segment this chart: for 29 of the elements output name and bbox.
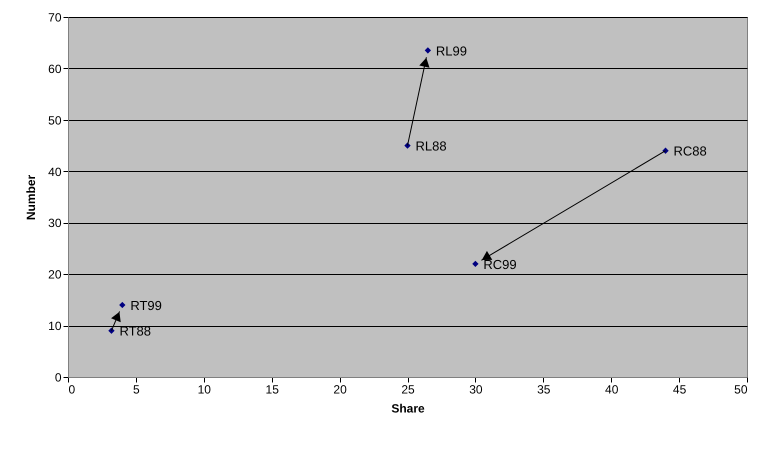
point — [424, 47, 432, 54]
y-tick-label: 60 — [48, 62, 62, 76]
annotation: RL88 — [416, 138, 447, 154]
y-tick-label: 10 — [48, 319, 62, 334]
x-axis-title: Share — [391, 402, 425, 416]
x-tick-label: 45 — [672, 382, 687, 396]
y-tick-label: 30 — [48, 216, 62, 230]
y-axis-title: Number — [24, 174, 38, 220]
x-tick-label: 0 — [68, 382, 76, 396]
annotation: RC88 — [674, 144, 707, 159]
x-tick-label: 50 — [734, 382, 748, 396]
point — [119, 302, 126, 308]
x-tick-label: 25 — [401, 382, 415, 396]
x-tick-label: 35 — [537, 382, 551, 396]
y-tick-label: 40 — [48, 164, 62, 179]
x-tick-label: 30 — [469, 382, 483, 396]
x-tick-label: 10 — [198, 382, 212, 396]
annotation: RL99 — [436, 43, 467, 58]
x-tick-label: 20 — [333, 382, 348, 396]
y-tick-label: 0 — [54, 370, 62, 384]
point — [472, 260, 479, 268]
annotation: RT99 — [130, 298, 162, 313]
annotation: RC99 — [483, 256, 517, 272]
y-tick-label: 70 — [48, 10, 62, 24]
y-tick-label: 50 — [48, 113, 62, 128]
x-tick-label: 40 — [605, 382, 619, 396]
y-tick-label: 20 — [48, 268, 62, 282]
x-tick-label: 5 — [133, 382, 140, 396]
x-tick-label: 15 — [266, 382, 280, 396]
